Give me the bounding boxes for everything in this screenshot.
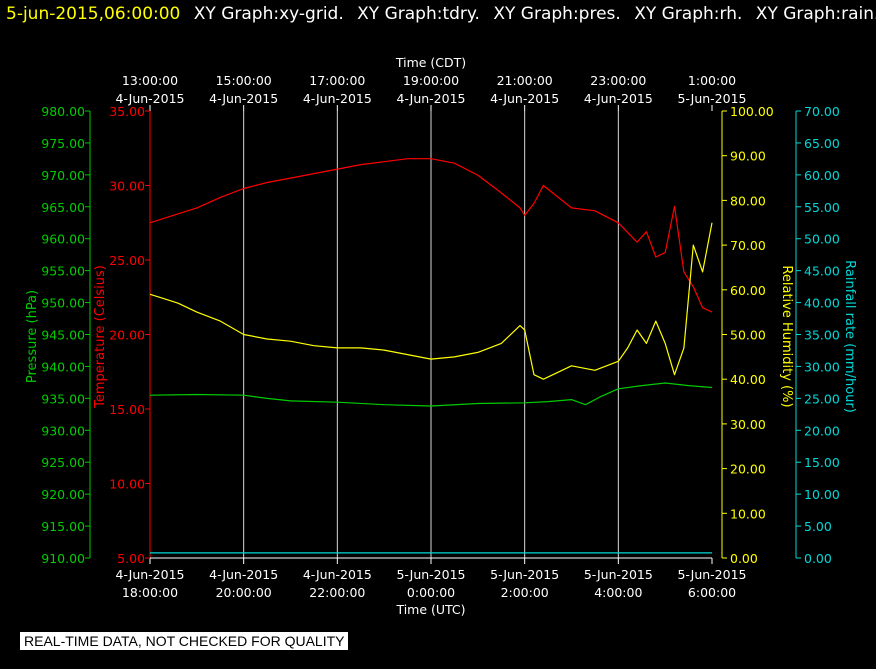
- x-bottom-tick-date: 4-Jun-2015: [209, 567, 278, 582]
- temperature-tick-label: 5.00: [117, 551, 145, 566]
- rain-axis-title: Rainfall rate (mm/hour): [842, 260, 857, 413]
- series: [149, 158, 713, 554]
- humidity-tick-label: 0.00: [730, 551, 758, 566]
- humidity-tick-label: 40.00: [730, 372, 766, 387]
- pressure-tick-label: 955.00: [41, 264, 85, 279]
- x-bottom-tick-date: 5-Jun-2015: [490, 567, 559, 582]
- graph-name-grid: XY Graph:xy-grid.: [193, 4, 344, 24]
- x-bottom-tick-date: 5-Jun-2015: [584, 567, 653, 582]
- x-top-tick-date: 4-Jun-2015: [584, 91, 653, 106]
- pressure-tick-label: 950.00: [41, 296, 85, 311]
- rain-tick-label: 10.00: [804, 487, 840, 502]
- pressure-tick-label: 970.00: [41, 168, 85, 183]
- humidity-tick-label: 30.00: [730, 417, 766, 432]
- x-bottom-axis-title: Time (UTC): [395, 602, 465, 617]
- pressure-tick-label: 920.00: [41, 487, 85, 502]
- humidity-axis-title: Relative Humidity (%): [779, 265, 794, 407]
- temperature-tick-label: 30.00: [109, 179, 145, 194]
- x-top-tick-time: 1:00:00: [688, 73, 736, 88]
- temperature-tick-label: 15.00: [109, 402, 145, 417]
- rain-tick-label: 35.00: [804, 328, 840, 343]
- x-top-tick-date: 4-Jun-2015: [396, 91, 465, 106]
- x-bottom-tick-time: 2:00:00: [501, 585, 549, 600]
- x-top-tick-time: 21:00:00: [497, 73, 553, 88]
- pressure-tick-label: 945.00: [41, 328, 85, 343]
- rain-tick-label: 45.00: [804, 264, 840, 279]
- humidity-tick-label: 70.00: [730, 238, 766, 253]
- tdry-series-line: [149, 158, 713, 313]
- x-top-tick-time: 17:00:00: [309, 73, 365, 88]
- rain-tick-label: 70.00: [804, 104, 840, 119]
- axes: [85, 105, 801, 564]
- x-bottom-tick-time: 22:00:00: [309, 585, 365, 600]
- rain-tick-label: 55.00: [804, 200, 840, 215]
- x-bottom-tick-date: 4-Jun-2015: [115, 567, 184, 582]
- graph-name-tdry: XY Graph:tdry.: [357, 4, 480, 24]
- pressure-tick-label: 915.00: [41, 519, 85, 534]
- x-top-tick-date: 5-Jun-2015: [677, 91, 746, 106]
- pressure-tick-label: 935.00: [41, 391, 85, 406]
- pressure-tick-label: 930.00: [41, 423, 85, 438]
- pressure-tick-label: 965.00: [41, 200, 85, 215]
- x-bottom-tick-date: 4-Jun-2015: [303, 567, 372, 582]
- x-bottom-tick-time: 20:00:00: [216, 585, 272, 600]
- humidity-tick-label: 100.00: [730, 104, 774, 119]
- x-top-tick-time: 15:00:00: [216, 73, 272, 88]
- rain-tick-label: 60.00: [804, 168, 840, 183]
- rain-tick-label: 40.00: [804, 296, 840, 311]
- rain-tick-label: 5.00: [804, 519, 832, 534]
- temperature-tick-label: 20.00: [109, 328, 145, 343]
- temperature-tick-label: 10.00: [109, 477, 145, 492]
- pressure-tick-label: 910.00: [41, 551, 85, 566]
- graph-name-rain: XY Graph:rain.: [755, 4, 876, 24]
- x-bottom-tick-time: 4:00:00: [594, 585, 642, 600]
- x-bottom-tick-time: 6:00:00: [688, 585, 736, 600]
- graph-name-pres: XY Graph:pres.: [493, 4, 621, 24]
- x-top-tick-time: 13:00:00: [122, 73, 178, 88]
- humidity-tick-label: 50.00: [730, 328, 766, 343]
- x-top-tick-date: 4-Jun-2015: [115, 91, 184, 106]
- x-top-tick-date: 4-Jun-2015: [303, 91, 372, 106]
- x-top-tick-date: 4-Jun-2015: [209, 91, 278, 106]
- pressure-tick-label: 960.00: [41, 232, 85, 247]
- x-bottom-tick-time: 18:00:00: [122, 585, 178, 600]
- humidity-tick-label: 60.00: [730, 283, 766, 298]
- axis-labels: 13:00:00 4-Jun-2015 15:00:00 4-Jun-2015 17:0…: [25, 55, 857, 617]
- rh-series-line: [149, 222, 713, 380]
- temperature-tick-label: 25.00: [109, 253, 145, 268]
- timestamp: 5-jun-2015,06:00:00: [6, 4, 181, 24]
- quality-disclaimer: REAL-TIME DATA, NOT CHECKED FOR QUALITY: [20, 632, 349, 650]
- pres-series-line: [149, 382, 713, 407]
- humidity-tick-label: 90.00: [730, 149, 766, 164]
- graph-name-rh: XY Graph:rh.: [634, 4, 743, 24]
- rain-tick-label: 0.00: [804, 551, 832, 566]
- temperature-tick-label: 35.00: [109, 104, 145, 119]
- rain-tick-label: 20.00: [804, 423, 840, 438]
- pressure-tick-label: 925.00: [41, 455, 85, 470]
- humidity-tick-label: 80.00: [730, 193, 766, 208]
- humidity-tick-label: 20.00: [730, 462, 766, 477]
- x-top-axis-title: Time (CDT): [395, 55, 466, 70]
- rain-tick-label: 30.00: [804, 359, 840, 374]
- x-bottom-tick-time: 0:00:00: [407, 585, 455, 600]
- pressure-tick-label: 975.00: [41, 136, 85, 151]
- x-top-tick-time: 23:00:00: [590, 73, 646, 88]
- x-bottom-tick-date: 5-Jun-2015: [677, 567, 746, 582]
- x-top-tick-time: 19:00:00: [403, 73, 459, 88]
- rain-tick-label: 50.00: [804, 232, 840, 247]
- rain-tick-label: 25.00: [804, 391, 840, 406]
- grid: [243, 111, 619, 558]
- rain-tick-label: 15.00: [804, 455, 840, 470]
- pressure-axis-title: Pressure (hPa): [25, 290, 40, 383]
- pressure-tick-label: 980.00: [41, 104, 85, 119]
- pressure-tick-label: 940.00: [41, 359, 85, 374]
- x-top-tick-date: 4-Jun-2015: [490, 91, 559, 106]
- title-bar: 5-jun-2015,06:00:00 XY Graph:xy-grid. XY…: [6, 4, 876, 24]
- x-bottom-tick-date: 5-Jun-2015: [396, 567, 465, 582]
- temperature-axis-title: Temperature (Celsius): [93, 265, 108, 409]
- humidity-tick-label: 10.00: [730, 506, 766, 521]
- rain-tick-label: 65.00: [804, 136, 840, 151]
